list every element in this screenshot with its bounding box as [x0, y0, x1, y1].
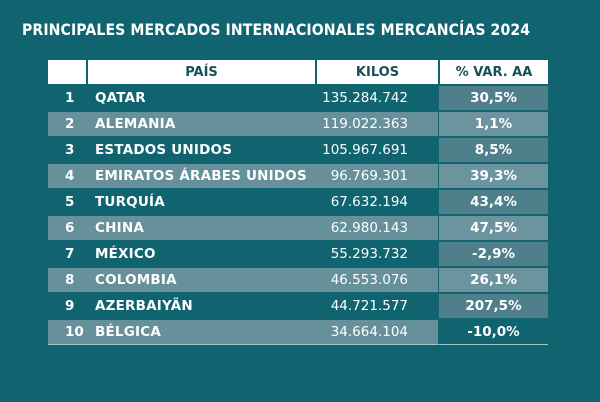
row-rank: 1 [48, 86, 86, 110]
row-pais: QATAR [86, 86, 315, 110]
row-kilos: 67.632.194 [315, 190, 438, 214]
row-rank: 6 [48, 216, 86, 240]
table-row: 6 CHINA 62.980.143 47,5% [48, 216, 548, 240]
row-rank: 3 [48, 138, 86, 162]
row-kilos: 105.967.691 [315, 138, 438, 162]
table-row: 1 QATAR 135.284.742 30,5% [48, 86, 548, 110]
row-pais: BÉLGICA [86, 320, 315, 345]
row-pais: AZERBAIYÄN [86, 294, 315, 318]
row-pais: MÉXICO [86, 242, 315, 266]
row-var: 47,5% [438, 216, 548, 240]
table-row: 9 AZERBAIYÄN 44.721.577 207,5% [48, 294, 548, 318]
row-pais: TURQUÍA [86, 190, 315, 214]
row-pais: ALEMANIA [86, 112, 315, 136]
row-var: 39,3% [438, 164, 548, 188]
row-kilos: 34.664.104 [315, 320, 438, 345]
row-var: -2,9% [438, 242, 548, 266]
table-body: 1 QATAR 135.284.742 30,5% 2 ALEMANIA 119.022.3… [48, 86, 548, 345]
row-rank: 2 [48, 112, 86, 136]
row-kilos: 119.022.363 [315, 112, 438, 136]
chart-title: PRINCIPALES MERCADOS INTERNACIONALES MER… [22, 20, 531, 39]
table-row: 2 ALEMANIA 119.022.363 1,1% [48, 112, 548, 136]
markets-table: PAÍS KILOS % VAR. AA 1 QATAR 135.284.742 30… [48, 58, 548, 347]
table-row: 8 COLOMBIA 46.553.076 26,1% [48, 268, 548, 292]
header-rank [48, 60, 86, 84]
row-var: 1,1% [438, 112, 548, 136]
row-pais: EMIRATOS ÁRABES UNIDOS [86, 164, 315, 188]
header-kilos: KILOS [315, 60, 438, 84]
row-kilos: 62.980.143 [315, 216, 438, 240]
row-var: 207,5% [438, 294, 548, 318]
row-rank: 9 [48, 294, 86, 318]
row-kilos: 44.721.577 [315, 294, 438, 318]
row-pais: COLOMBIA [86, 268, 315, 292]
table-row: 5 TURQUÍA 67.632.194 43,4% [48, 190, 548, 214]
row-rank: 10 [48, 320, 86, 345]
table-row: 3 ESTADOS UNIDOS 105.967.691 8,5% [48, 138, 548, 162]
row-kilos: 55.293.732 [315, 242, 438, 266]
row-rank: 7 [48, 242, 86, 266]
row-rank: 4 [48, 164, 86, 188]
row-kilos: 46.553.076 [315, 268, 438, 292]
header-pais: PAÍS [86, 60, 315, 84]
row-pais: CHINA [86, 216, 315, 240]
row-kilos: 96.769.301 [315, 164, 438, 188]
header-var: % VAR. AA [438, 60, 548, 84]
row-var: 43,4% [438, 190, 548, 214]
table-row: 10 BÉLGICA 34.664.104 -10,0% [48, 320, 548, 345]
row-pais: ESTADOS UNIDOS [86, 138, 315, 162]
row-rank: 8 [48, 268, 86, 292]
row-kilos: 135.284.742 [315, 86, 438, 110]
row-var: -10,0% [438, 320, 548, 345]
row-rank: 5 [48, 190, 86, 214]
table-header-row: PAÍS KILOS % VAR. AA [48, 60, 548, 84]
table-row: 4 EMIRATOS ÁRABES UNIDOS 96.769.301 39,3% [48, 164, 548, 188]
row-var: 30,5% [438, 86, 548, 110]
row-var: 8,5% [438, 138, 548, 162]
table-row: 7 MÉXICO 55.293.732 -2,9% [48, 242, 548, 266]
row-var: 26,1% [438, 268, 548, 292]
